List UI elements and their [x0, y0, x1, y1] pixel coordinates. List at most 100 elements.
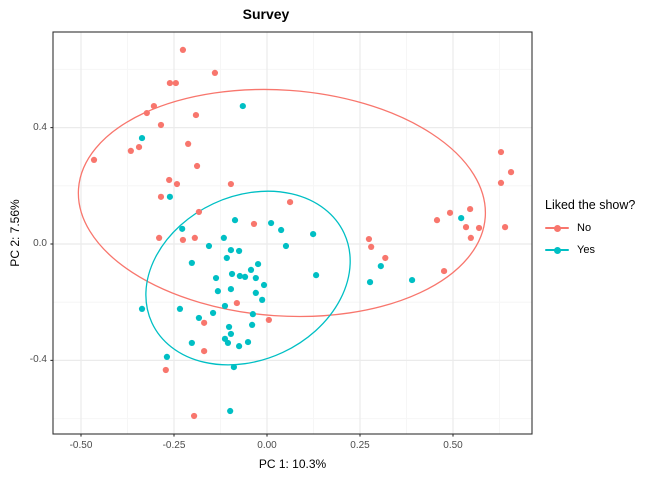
confidence-ellipse-yes — [145, 190, 351, 366]
data-point-yes[interactable] — [408, 276, 416, 284]
data-point-no[interactable] — [135, 143, 143, 151]
data-point-no[interactable] — [501, 224, 509, 231]
data-point-no[interactable] — [157, 121, 165, 129]
data-point-yes[interactable] — [249, 311, 256, 318]
data-point-no[interactable] — [433, 217, 441, 224]
data-point-yes[interactable] — [313, 272, 320, 279]
data-point-no[interactable] — [467, 234, 474, 241]
data-point-yes[interactable] — [247, 266, 255, 273]
data-point-yes[interactable] — [239, 102, 246, 110]
data-point-yes[interactable] — [212, 274, 220, 282]
data-point-no[interactable] — [166, 176, 173, 184]
data-point-no[interactable] — [201, 347, 208, 355]
data-point-yes[interactable] — [227, 247, 235, 254]
data-point-no[interactable] — [250, 220, 258, 228]
data-point-no[interactable] — [211, 69, 219, 76]
data-point-yes[interactable] — [188, 259, 195, 267]
data-point-no[interactable] — [233, 299, 240, 307]
data-point-no[interactable] — [179, 236, 187, 244]
y-axis-title: PC 2: 7.56% — [8, 199, 22, 267]
data-point-yes[interactable] — [228, 270, 236, 278]
data-point-yes[interactable] — [260, 281, 268, 289]
data-point-yes[interactable] — [278, 226, 285, 234]
data-point-no[interactable] — [201, 319, 208, 326]
data-point-yes[interactable] — [224, 339, 232, 347]
data-point-yes[interactable] — [188, 339, 195, 347]
legend-title: Liked the show? — [545, 198, 636, 212]
data-point-no[interactable] — [265, 316, 272, 324]
data-point-yes[interactable] — [227, 407, 234, 415]
data-point-no[interactable] — [440, 267, 448, 275]
data-point-yes[interactable] — [221, 302, 229, 310]
data-point-yes[interactable] — [223, 254, 230, 262]
data-point-yes[interactable] — [366, 279, 374, 286]
data-point-no[interactable] — [173, 180, 181, 188]
data-point-yes[interactable] — [254, 260, 262, 268]
data-point-no[interactable] — [195, 208, 203, 216]
data-point-no[interactable] — [462, 224, 470, 231]
data-point-no[interactable] — [191, 234, 198, 241]
data-point-yes[interactable] — [236, 272, 243, 280]
data-point-yes[interactable] — [166, 193, 174, 200]
data-point-no[interactable] — [497, 179, 505, 186]
data-point-yes[interactable] — [225, 323, 233, 331]
x-tick-label: -0.50 — [69, 440, 93, 451]
data-point-yes[interactable] — [236, 247, 243, 255]
data-point-no[interactable] — [368, 243, 375, 251]
data-point-yes[interactable] — [138, 305, 146, 312]
confidence-ellipse-no — [77, 88, 487, 318]
data-point-no[interactable] — [185, 140, 192, 147]
data-point-yes[interactable] — [310, 231, 317, 238]
data-point-no[interactable] — [156, 234, 163, 241]
data-point-yes[interactable] — [267, 219, 275, 227]
data-point-no[interactable] — [127, 147, 134, 154]
data-point-no[interactable] — [507, 169, 515, 176]
data-point-yes[interactable] — [163, 353, 171, 361]
y-tick-label: 0.4 — [33, 121, 47, 133]
data-point-yes[interactable] — [241, 273, 249, 280]
data-point-yes[interactable] — [249, 321, 256, 328]
data-point-yes[interactable] — [244, 338, 252, 346]
data-point-no[interactable] — [172, 79, 179, 87]
data-point-no[interactable] — [150, 102, 158, 110]
data-point-yes[interactable] — [230, 363, 237, 371]
data-point-yes[interactable] — [282, 242, 290, 250]
data-point-yes[interactable] — [252, 289, 259, 296]
data-point-yes[interactable] — [138, 134, 146, 142]
data-point-yes[interactable] — [220, 234, 227, 241]
data-point-yes[interactable] — [209, 309, 217, 317]
data-point-yes[interactable] — [252, 274, 259, 282]
data-point-no[interactable] — [497, 148, 505, 156]
data-point-yes[interactable] — [458, 215, 465, 222]
data-point-no[interactable] — [190, 412, 198, 420]
data-point-no[interactable] — [179, 46, 187, 54]
data-point-yes[interactable] — [195, 314, 203, 322]
data-point-yes[interactable] — [214, 288, 221, 295]
data-point-yes[interactable] — [259, 296, 266, 303]
data-point-no[interactable] — [227, 180, 235, 188]
data-point-no[interactable] — [193, 162, 201, 170]
data-point-no[interactable] — [192, 111, 200, 119]
legend-item-no[interactable]: No — [545, 221, 670, 235]
data-point-yes[interactable] — [231, 217, 239, 224]
data-point-no[interactable] — [475, 224, 483, 232]
data-point-no[interactable] — [382, 254, 389, 262]
data-point-no[interactable] — [365, 235, 373, 243]
data-point-yes[interactable] — [377, 263, 384, 270]
data-point-yes[interactable] — [236, 343, 243, 350]
data-point-no[interactable] — [157, 193, 165, 200]
data-point-yes[interactable] — [179, 225, 186, 232]
data-point-yes[interactable] — [205, 242, 213, 250]
panel-border — [52, 31, 533, 435]
data-point-yes[interactable] — [227, 330, 235, 338]
data-point-yes[interactable] — [227, 286, 235, 293]
data-point-no[interactable] — [446, 209, 454, 216]
data-point-no[interactable] — [90, 156, 98, 164]
data-point-no[interactable] — [143, 109, 150, 117]
data-point-no[interactable] — [467, 205, 474, 213]
data-point-no[interactable] — [166, 79, 174, 87]
legend-item-yes[interactable]: Yes — [545, 243, 670, 257]
data-point-no[interactable] — [286, 198, 294, 206]
data-point-yes[interactable] — [176, 305, 184, 312]
data-point-no[interactable] — [162, 366, 169, 374]
